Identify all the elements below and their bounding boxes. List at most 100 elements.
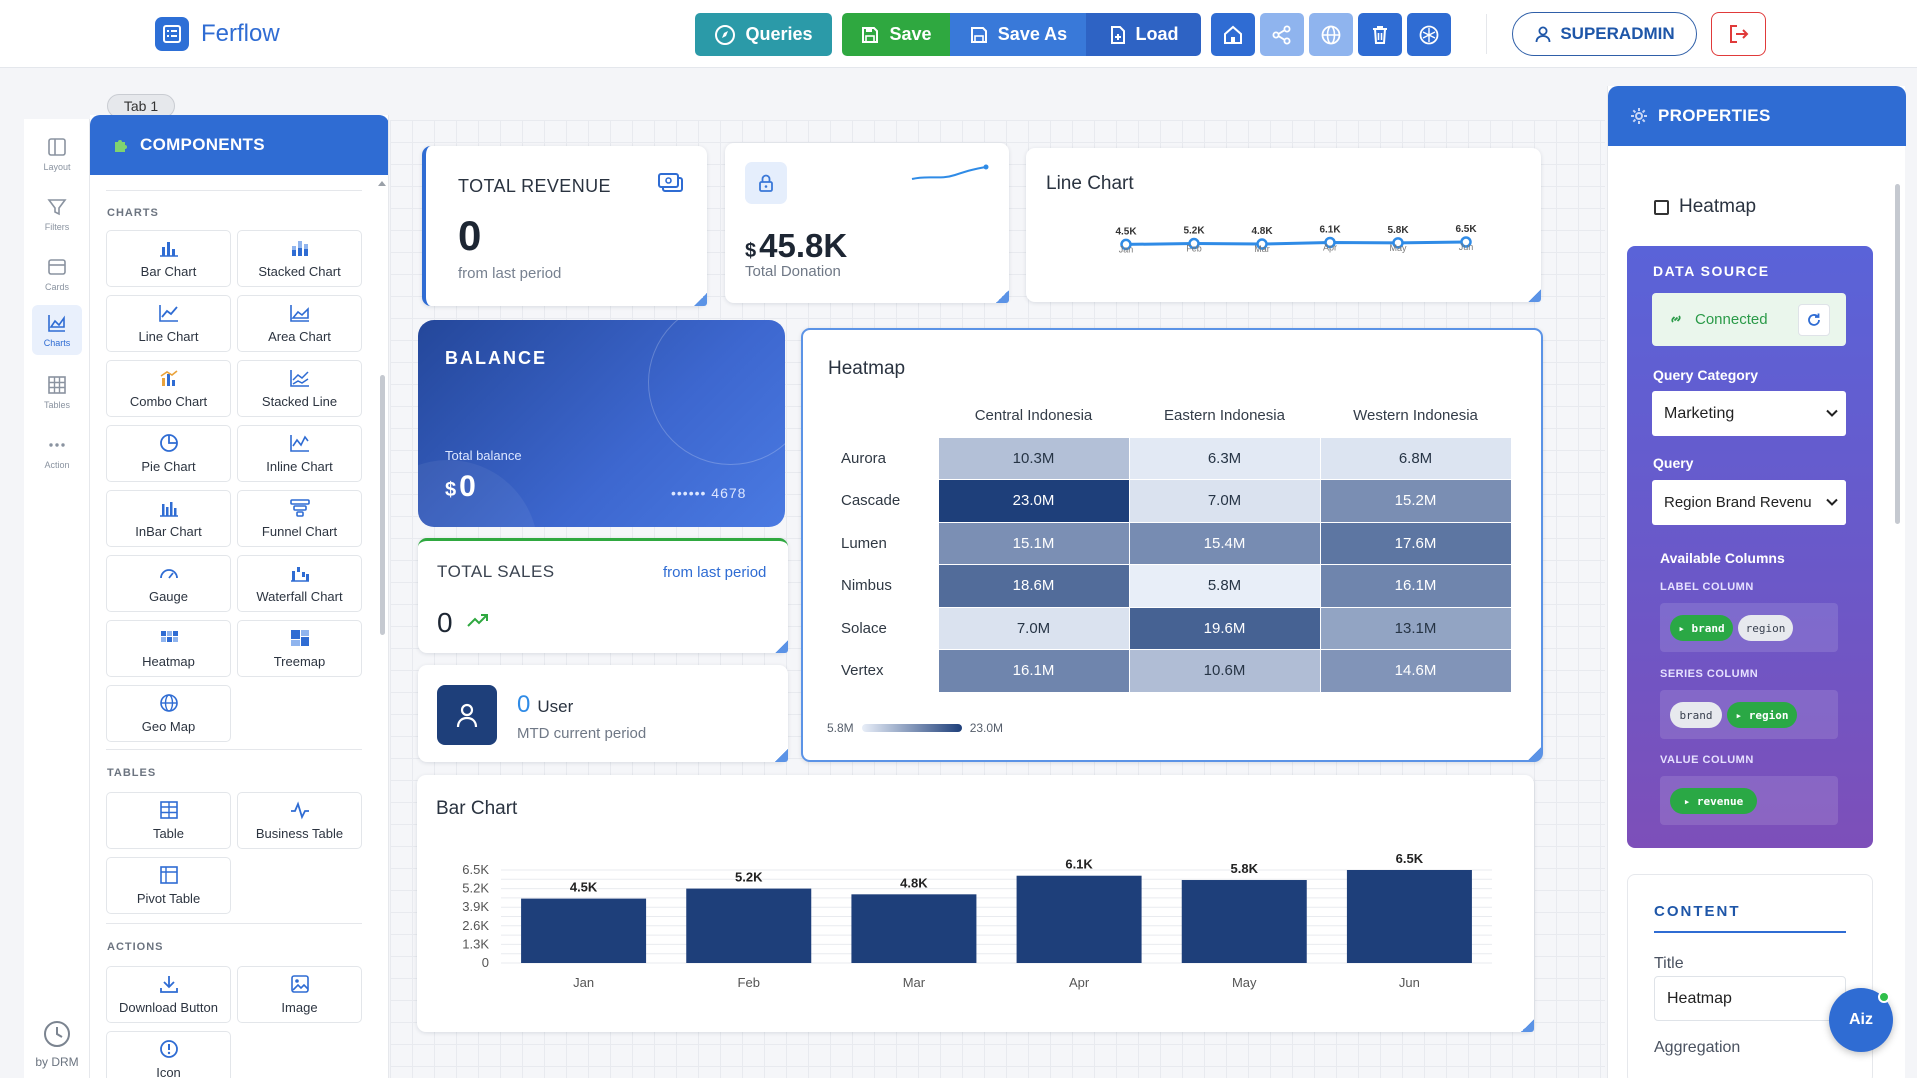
- heatmap-cell[interactable]: 16.1M: [937, 649, 1130, 693]
- line-point[interactable]: [1120, 238, 1132, 251]
- component-pie-chart[interactable]: Pie Chart: [106, 425, 231, 482]
- rail-tables[interactable]: Tables: [32, 367, 82, 417]
- logout-button[interactable]: [1711, 12, 1766, 56]
- heatmap-cell[interactable]: 17.6M: [1319, 521, 1512, 565]
- heatmap-cell[interactable]: 7.0M: [1128, 479, 1321, 523]
- rail-charts[interactable]: Charts: [32, 305, 82, 355]
- component-pivot-table[interactable]: Pivot Table: [106, 857, 231, 914]
- share-button[interactable]: [1260, 13, 1304, 56]
- chip-region[interactable]: ▸ region: [1727, 702, 1797, 728]
- heatmap-cell[interactable]: 10.3M: [937, 436, 1130, 480]
- delete-button[interactable]: [1358, 13, 1402, 56]
- line-chart-card[interactable]: Line Chart 4.5K Jan 5.2K Feb 4.8K Mar 6.1K Apr 5…: [1026, 148, 1541, 302]
- rail-action[interactable]: Action: [32, 427, 82, 477]
- sales-link[interactable]: from last period: [663, 564, 767, 581]
- component-inline-chart[interactable]: Inline Chart: [237, 425, 362, 482]
- publish-button[interactable]: [1407, 13, 1451, 56]
- bar[interactable]: [1016, 875, 1142, 963]
- line-point[interactable]: [1188, 237, 1200, 250]
- rail-filters[interactable]: Filters: [32, 189, 82, 239]
- assistant-button[interactable]: Aiz: [1829, 988, 1893, 1052]
- component-heatmap[interactable]: Heatmap: [106, 620, 231, 677]
- component-stacked-line[interactable]: Stacked Line: [237, 360, 362, 417]
- component-waterfall-chart[interactable]: Waterfall Chart: [237, 555, 362, 612]
- chip-brand[interactable]: brand: [1670, 702, 1722, 728]
- bar[interactable]: [686, 888, 812, 963]
- component-treemap[interactable]: Treemap: [237, 620, 362, 677]
- bar[interactable]: [851, 894, 977, 963]
- query-category-select[interactable]: Marketing: [1652, 391, 1846, 436]
- resize-handle[interactable]: [775, 749, 788, 762]
- bar[interactable]: [521, 898, 647, 963]
- home-button[interactable]: [1211, 13, 1255, 56]
- bar[interactable]: [1181, 880, 1307, 963]
- queries-button[interactable]: Queries: [695, 13, 832, 56]
- total-revenue-card[interactable]: TOTAL REVENUE 0 from last period: [422, 146, 707, 306]
- scroll-up-icon[interactable]: [377, 179, 387, 187]
- heatmap-cell[interactable]: 23.0M: [937, 479, 1130, 523]
- heatmap-cell[interactable]: 6.8M: [1319, 436, 1512, 480]
- component-download-button[interactable]: Download Button: [106, 966, 231, 1023]
- chip-region[interactable]: region: [1738, 615, 1793, 641]
- resize-handle[interactable]: [694, 293, 707, 306]
- save-as-button[interactable]: Save As: [950, 13, 1086, 56]
- heatmap-cell[interactable]: 10.6M: [1128, 649, 1321, 693]
- component-toggle[interactable]: Heatmap: [1654, 196, 1756, 218]
- user-menu-button[interactable]: SUPERADMIN: [1512, 12, 1697, 56]
- component-combo-chart[interactable]: Combo Chart: [106, 360, 231, 417]
- resize-handle[interactable]: [1528, 747, 1541, 760]
- brand[interactable]: Ferflow: [155, 17, 280, 51]
- component-image[interactable]: Image: [237, 966, 362, 1023]
- heatmap-card[interactable]: Heatmap Central Indonesia Eastern Indones…: [801, 328, 1543, 762]
- user-card[interactable]: 0 User MTD current period: [418, 665, 788, 762]
- tab-1[interactable]: Tab 1: [107, 94, 175, 118]
- chip-brand[interactable]: ▸ brand: [1670, 615, 1733, 641]
- heatmap-cell[interactable]: 15.2M: [1319, 479, 1512, 523]
- properties-scrollbar[interactable]: [1895, 184, 1900, 524]
- chip-revenue[interactable]: ▸ revenue: [1670, 788, 1757, 814]
- line-point[interactable]: [1460, 236, 1472, 248]
- heatmap-cell[interactable]: 16.1M: [1319, 564, 1512, 608]
- heatmap-cell[interactable]: 15.4M: [1128, 521, 1321, 565]
- refresh-button[interactable]: [1798, 304, 1830, 336]
- resize-handle[interactable]: [1521, 1019, 1534, 1032]
- component-geo-map[interactable]: Geo Map: [106, 685, 231, 742]
- component-area-chart[interactable]: Area Chart: [237, 295, 362, 352]
- checkbox[interactable]: [1654, 199, 1669, 215]
- rail-cards[interactable]: Cards: [32, 249, 82, 299]
- bar[interactable]: [1346, 870, 1472, 963]
- heatmap-cell[interactable]: 19.6M: [1128, 606, 1321, 650]
- heatmap-cell[interactable]: 18.6M: [937, 564, 1130, 608]
- component-table[interactable]: Table: [106, 792, 231, 849]
- component-funnel-chart[interactable]: Funnel Chart: [237, 490, 362, 547]
- resize-handle[interactable]: [996, 290, 1009, 303]
- heatmap-cell[interactable]: 15.1M: [937, 521, 1130, 565]
- rail-footer[interactable]: by DRM: [24, 1019, 90, 1069]
- component-line-chart[interactable]: Line Chart: [106, 295, 231, 352]
- globe-button[interactable]: [1309, 13, 1353, 56]
- balance-card[interactable]: BALANCE Total balance $ 0 •••••• 4678: [418, 320, 785, 527]
- heatmap-cell[interactable]: 5.8M: [1128, 564, 1321, 608]
- component-bar-chart[interactable]: Bar Chart: [106, 230, 231, 287]
- line-point[interactable]: [1392, 237, 1404, 249]
- component-gauge[interactable]: Gauge: [106, 555, 231, 612]
- heatmap-cell[interactable]: 7.0M: [937, 606, 1130, 650]
- line-point[interactable]: [1324, 236, 1336, 249]
- save-button[interactable]: Save: [842, 13, 950, 56]
- heatmap-cell[interactable]: 6.3M: [1128, 436, 1321, 480]
- heatmap-cell[interactable]: 13.1M: [1319, 606, 1512, 650]
- component-stacked-chart[interactable]: Stacked Chart: [237, 230, 362, 287]
- heatmap-cell[interactable]: 14.6M: [1319, 649, 1512, 693]
- title-input[interactable]: Heatmap: [1654, 976, 1846, 1021]
- rail-layout[interactable]: Layout: [32, 129, 82, 179]
- resize-handle[interactable]: [775, 640, 788, 653]
- total-sales-card[interactable]: TOTAL SALES from last period 0: [418, 538, 788, 653]
- component-icon[interactable]: Icon: [106, 1031, 231, 1078]
- line-point[interactable]: [1256, 238, 1268, 250]
- resize-handle[interactable]: [1528, 289, 1541, 302]
- component-business-table[interactable]: Business Table: [237, 792, 362, 849]
- load-button[interactable]: Load: [1086, 13, 1201, 56]
- total-donation-card[interactable]: $ 45.8K Total Donation: [725, 143, 1009, 303]
- query-select[interactable]: Region Brand Revenu: [1652, 480, 1846, 525]
- components-scrollbar[interactable]: [380, 375, 385, 635]
